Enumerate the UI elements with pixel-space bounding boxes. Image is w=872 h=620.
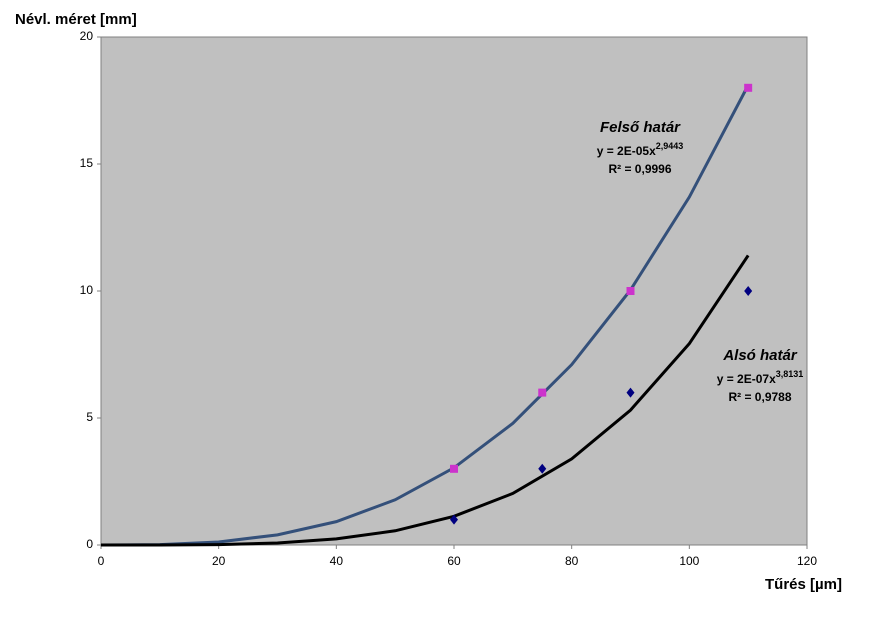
y-tick-label: 5: [86, 410, 93, 424]
plot-area: [100, 36, 808, 546]
equation-base: y = 2E-07x: [717, 372, 776, 386]
trendline: [100, 254, 750, 547]
equation-exponent: 3,8131: [776, 369, 804, 379]
x-tick-label: 20: [212, 554, 226, 568]
x-tick-label: 100: [679, 554, 699, 568]
x-axis-label: Tűrés [µm]: [765, 576, 842, 593]
x-tick-label: 80: [565, 554, 579, 568]
equation-base: y = 2E-05x: [597, 144, 656, 158]
point: [626, 287, 635, 295]
point: [450, 464, 458, 473]
x-tick-label: 60: [447, 554, 461, 568]
trendline: [100, 84, 750, 547]
x-tick-label: 40: [330, 554, 344, 568]
trendline-label: Alsó határ: [722, 347, 798, 364]
point: [744, 83, 753, 92]
equation-exponent: 2,9443: [656, 141, 684, 151]
point: [450, 514, 458, 525]
trendline-r2: R² = 0,9788: [728, 390, 791, 404]
point: [744, 286, 753, 296]
y-tick-label: 0: [86, 537, 93, 551]
y-tick-label: 15: [80, 156, 94, 170]
trendline-label: Felső határ: [600, 119, 681, 136]
y-tick-label: 20: [80, 29, 94, 43]
point: [538, 463, 547, 474]
trendline-equation: y = 2E-07x3,8131: [717, 369, 804, 386]
trendline-equation: y = 2E-05x2,9443: [597, 141, 684, 158]
point: [626, 387, 635, 398]
point: [538, 388, 547, 397]
y-tick-label: 10: [80, 283, 94, 297]
x-tick-label: 0: [98, 554, 105, 568]
trendline-r2: R² = 0,9996: [608, 162, 671, 176]
y-axis-label: Névl. méret [mm]: [15, 11, 137, 28]
x-tick-label: 120: [797, 554, 817, 568]
